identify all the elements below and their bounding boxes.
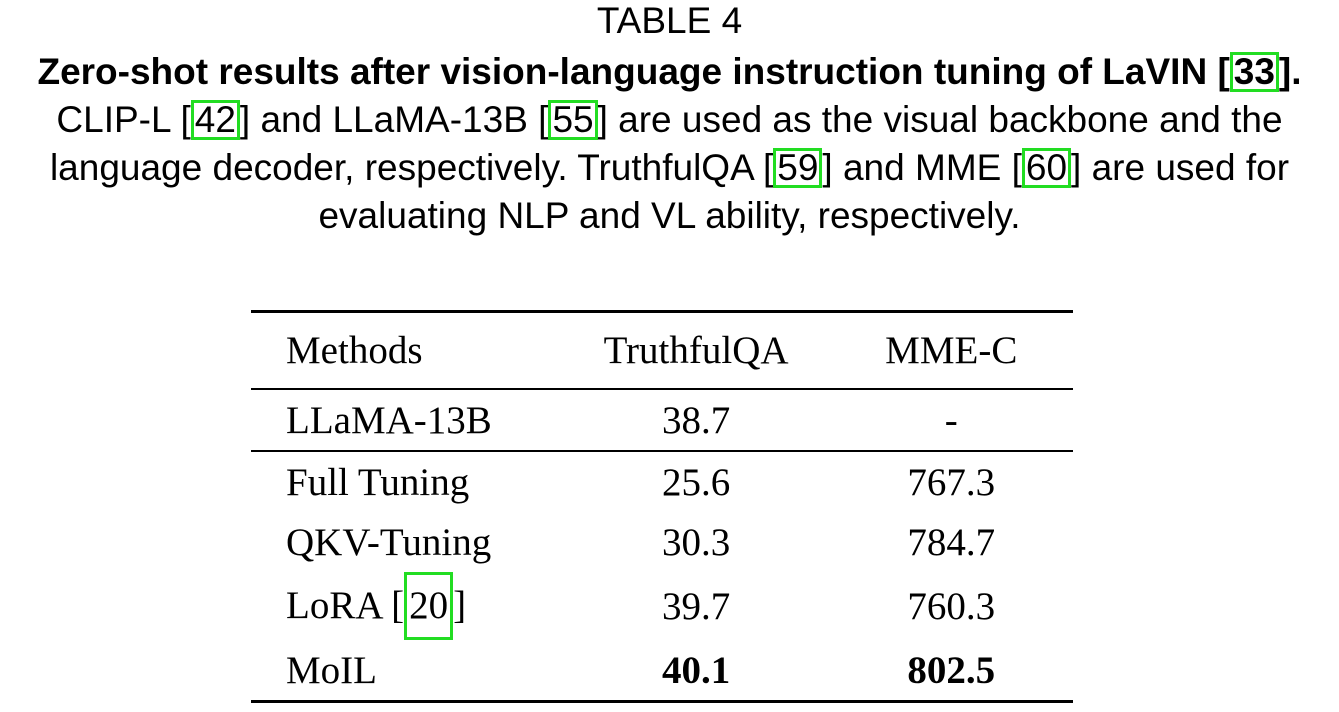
caption-text: Zero-shot results after vision-language … — [37, 51, 1302, 236]
truthfulqa-cell-best: 40.1 — [661, 648, 731, 692]
table-row: QKV-Tuning 30.3 784.7 — [251, 512, 1073, 572]
truthfulqa-cell: 38.7 — [661, 398, 731, 442]
citation-link[interactable]: 59 — [773, 148, 823, 188]
mme-c-cell-best: 802.5 — [907, 648, 996, 692]
header-truthfulqa: TruthfulQA — [603, 329, 789, 372]
method-cell: QKV-Tuning — [286, 520, 492, 564]
mme-c-cell: 784.7 — [907, 520, 996, 564]
citation-link[interactable]: 60 — [1021, 148, 1072, 188]
caption-bold-title: Zero-shot results after vision-language … — [37, 51, 1302, 92]
method-cell: LoRA [20] — [251, 572, 563, 640]
table-header-row: Methods TruthfulQA MME-C — [251, 311, 1073, 389]
table-row-baseline: LLaMA-13B 38.7 - — [251, 389, 1073, 451]
header-methods: Methods — [286, 329, 423, 372]
citation-link[interactable]: 33 — [1229, 52, 1279, 92]
mme-c-cell: 760.3 — [907, 584, 996, 628]
results-table: Methods TruthfulQA MME-C LLaMA-13B 38.7 … — [251, 310, 1073, 703]
mme-c-cell: - — [944, 398, 958, 442]
table-caption: TABLE 4 Zero-shot results after vision-l… — [0, 0, 1339, 240]
table-row: MoIL 40.1 802.5 — [251, 640, 1073, 702]
citation-link[interactable]: 55 — [548, 100, 598, 140]
table-row: LoRA [20] 39.7 760.3 — [251, 572, 1073, 640]
citation-link[interactable]: 20 — [404, 572, 454, 640]
method-cell: Full Tuning — [286, 460, 470, 504]
method-cell: MoIL — [286, 648, 377, 692]
method-cell: LLaMA-13B — [286, 398, 492, 442]
truthfulqa-cell: 30.3 — [661, 520, 731, 564]
header-mme-c: MME-C — [885, 329, 1018, 372]
truthfulqa-cell: 39.7 — [661, 584, 731, 628]
table-row: Full Tuning 25.6 767.3 — [251, 451, 1073, 512]
citation-link[interactable]: 42 — [190, 100, 240, 140]
mme-c-cell: 767.3 — [907, 460, 996, 504]
truthfulqa-cell: 25.6 — [661, 460, 731, 504]
table-label: TABLE 4 — [596, 0, 743, 41]
